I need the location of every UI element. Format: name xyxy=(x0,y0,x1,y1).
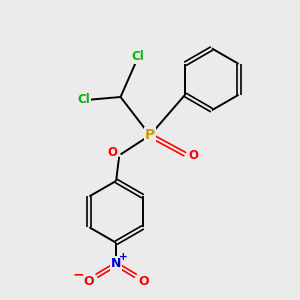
Text: O: O xyxy=(138,274,149,287)
Text: N: N xyxy=(111,257,121,270)
Text: O: O xyxy=(83,274,94,287)
Text: −: − xyxy=(72,267,84,281)
Text: O: O xyxy=(107,146,117,159)
Text: O: O xyxy=(189,149,199,162)
Text: Cl: Cl xyxy=(132,50,145,63)
Text: Cl: Cl xyxy=(77,93,90,106)
Text: P: P xyxy=(145,128,155,142)
Text: +: + xyxy=(119,252,128,262)
